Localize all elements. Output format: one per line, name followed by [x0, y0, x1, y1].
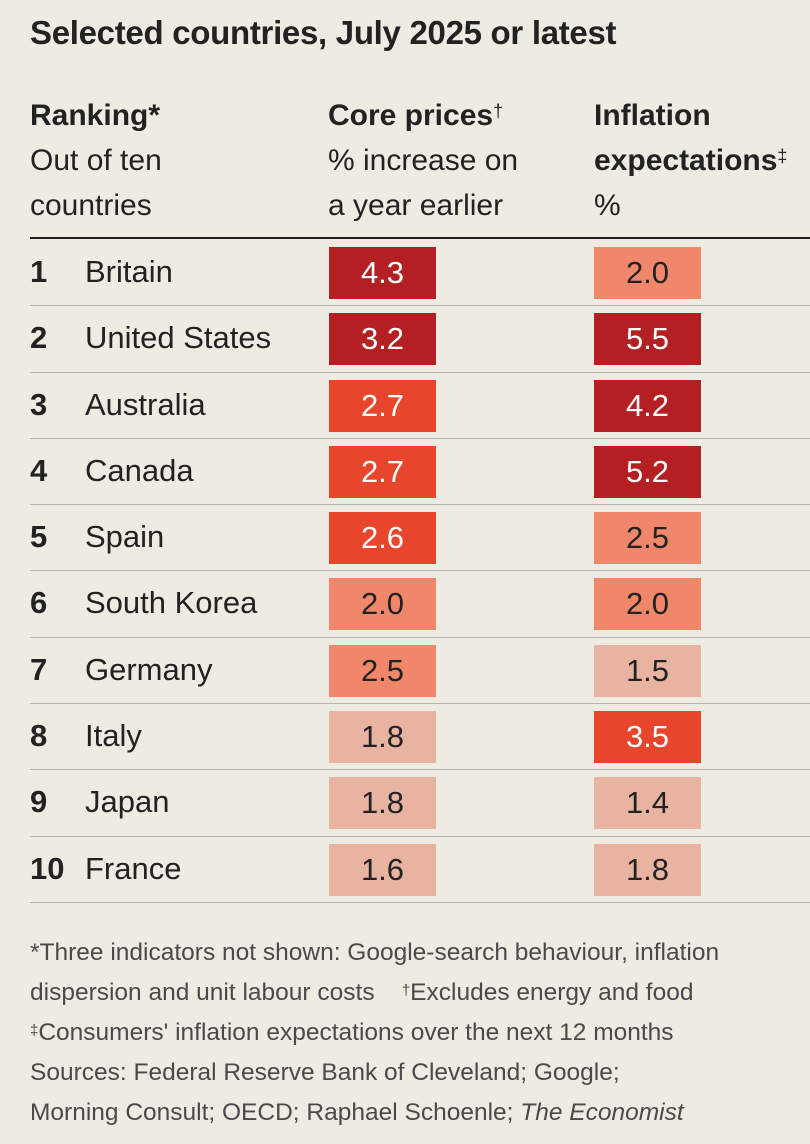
rank-cell: 10: [30, 850, 65, 886]
header-ranking-sub2: countries: [30, 189, 152, 222]
row-divider: [30, 835, 810, 837]
header-ranking: Ranking* Out of ten countries: [30, 93, 162, 228]
row-divider: [30, 305, 810, 307]
country-cell: South Korea: [85, 585, 258, 621]
inflation-expectation-cell: 2.0: [594, 247, 701, 299]
header-ranking-title: Ranking: [30, 99, 149, 132]
header-core: Core prices† % increase on a year earlie…: [328, 93, 518, 228]
table-body: 1 Britain 4.3 2.0 2 United States 3.2 5.5 3 Austr…: [0, 240, 810, 903]
inflation-expectation-cell: 5.5: [594, 313, 701, 366]
header-ranking-mark: *: [148, 99, 161, 132]
core-price-cell: 4.3: [329, 247, 436, 299]
header-core-sub1: % increase on: [328, 144, 519, 177]
country-cell: Britain: [85, 254, 173, 289]
core-price-cell: 2.5: [329, 644, 436, 697]
row-divider: [30, 901, 810, 903]
rank-cell: 1: [30, 254, 48, 289]
footnote-star-2: dispersion and unit labour costs: [30, 979, 375, 1006]
inflation-expectation-cell: 4.2: [594, 379, 701, 432]
core-price-cell: 3.2: [329, 313, 436, 366]
country-cell: Canada: [85, 452, 194, 488]
rank-cell: 5: [30, 519, 48, 555]
header-infl-sub1: %: [594, 189, 621, 222]
table-row: 8 Italy 1.8 3.5: [0, 704, 810, 771]
row-divider: [30, 703, 810, 705]
row-divider: [30, 504, 810, 506]
rank-cell: 6: [30, 585, 48, 621]
table-row: 7 Germany 2.5 1.5: [0, 638, 810, 705]
header-core-title: Core prices: [328, 99, 494, 132]
core-price-cell: 1.8: [329, 777, 436, 830]
footnotes: *Three indicators not shown: Google-sear…: [30, 933, 800, 1133]
inflation-expectation-cell: 1.5: [594, 644, 701, 697]
header-ranking-sub1: Out of ten: [30, 144, 162, 177]
footnote-sources-italic: The Economist: [520, 1099, 684, 1126]
country-cell: France: [85, 850, 182, 886]
footnote-dagger-mark: †: [401, 982, 411, 999]
footnote-ddagger-mark: ‡: [30, 1022, 39, 1039]
rank-cell: 3: [30, 386, 48, 422]
core-price-cell: 2.0: [329, 578, 436, 631]
core-price-cell: 2.7: [329, 445, 436, 498]
inflation-expectation-cell: 5.2: [594, 445, 701, 498]
table-row: 2 United States 3.2 5.5: [0, 306, 810, 373]
rank-cell: 8: [30, 718, 48, 754]
core-price-cell: 2.7: [329, 379, 436, 432]
inflation-expectation-cell: 2.0: [594, 578, 701, 631]
header-infl-title2: expectations: [594, 144, 778, 177]
table-row: 3 Australia 2.7 4.2: [0, 373, 810, 439]
table-row: 6 South Korea 2.0 2.0: [0, 571, 810, 638]
header-inflation: Inflation expectations‡ %: [594, 93, 787, 228]
rank-cell: 7: [30, 651, 48, 687]
country-cell: Australia: [85, 386, 206, 422]
rank-cell: 2: [30, 320, 48, 356]
table-row: 5 Spain 2.6 2.5: [0, 505, 810, 572]
header-rule: [30, 237, 810, 239]
inflation-expectation-cell: 2.5: [594, 512, 701, 565]
rank-cell: 4: [30, 452, 48, 488]
header-infl-title1: Inflation: [594, 99, 711, 132]
row-divider: [30, 570, 810, 572]
footnote-ddagger: Consumers' inflation expectations over t…: [38, 1019, 674, 1046]
inflation-expectation-cell: 1.4: [594, 777, 701, 830]
row-divider: [30, 636, 810, 638]
country-cell: Spain: [85, 519, 165, 555]
core-price-cell: 1.6: [329, 843, 436, 896]
footnote-dagger: Excludes energy and food: [410, 979, 694, 1006]
table-row: 4 Canada 2.7 5.2: [0, 439, 810, 506]
header-core-mark: †: [493, 101, 504, 121]
country-cell: United States: [85, 320, 272, 356]
footnote-sources-1: Sources: Federal Reserve Bank of Clevela…: [30, 1059, 620, 1086]
row-divider: [30, 769, 810, 771]
country-cell: Japan: [85, 784, 170, 820]
inflation-expectation-cell: 3.5: [594, 711, 701, 764]
country-cell: Italy: [85, 718, 142, 754]
row-divider: [30, 371, 810, 373]
rank-cell: 9: [30, 784, 48, 820]
header-core-sub2: a year earlier: [328, 189, 504, 222]
table-row: 9 Japan 1.8 1.4: [0, 770, 810, 837]
table-row: 10 France 1.6 1.8: [0, 837, 810, 903]
footnote-sources-2: Morning Consult; OECD; Raphael Schoenle;: [30, 1099, 514, 1126]
country-cell: Germany: [85, 651, 213, 687]
core-price-cell: 1.8: [329, 711, 436, 764]
inflation-expectation-cell: 1.8: [594, 843, 701, 896]
footnote-star-1: *Three indicators not shown: Google-sear…: [30, 939, 720, 966]
chart-title: Selected countries, July 2025 or latest: [30, 14, 617, 51]
row-divider: [30, 437, 810, 439]
table-row: 1 Britain 4.3 2.0: [0, 240, 810, 307]
core-price-cell: 2.6: [329, 512, 436, 565]
header-infl-mark: ‡: [777, 146, 788, 166]
